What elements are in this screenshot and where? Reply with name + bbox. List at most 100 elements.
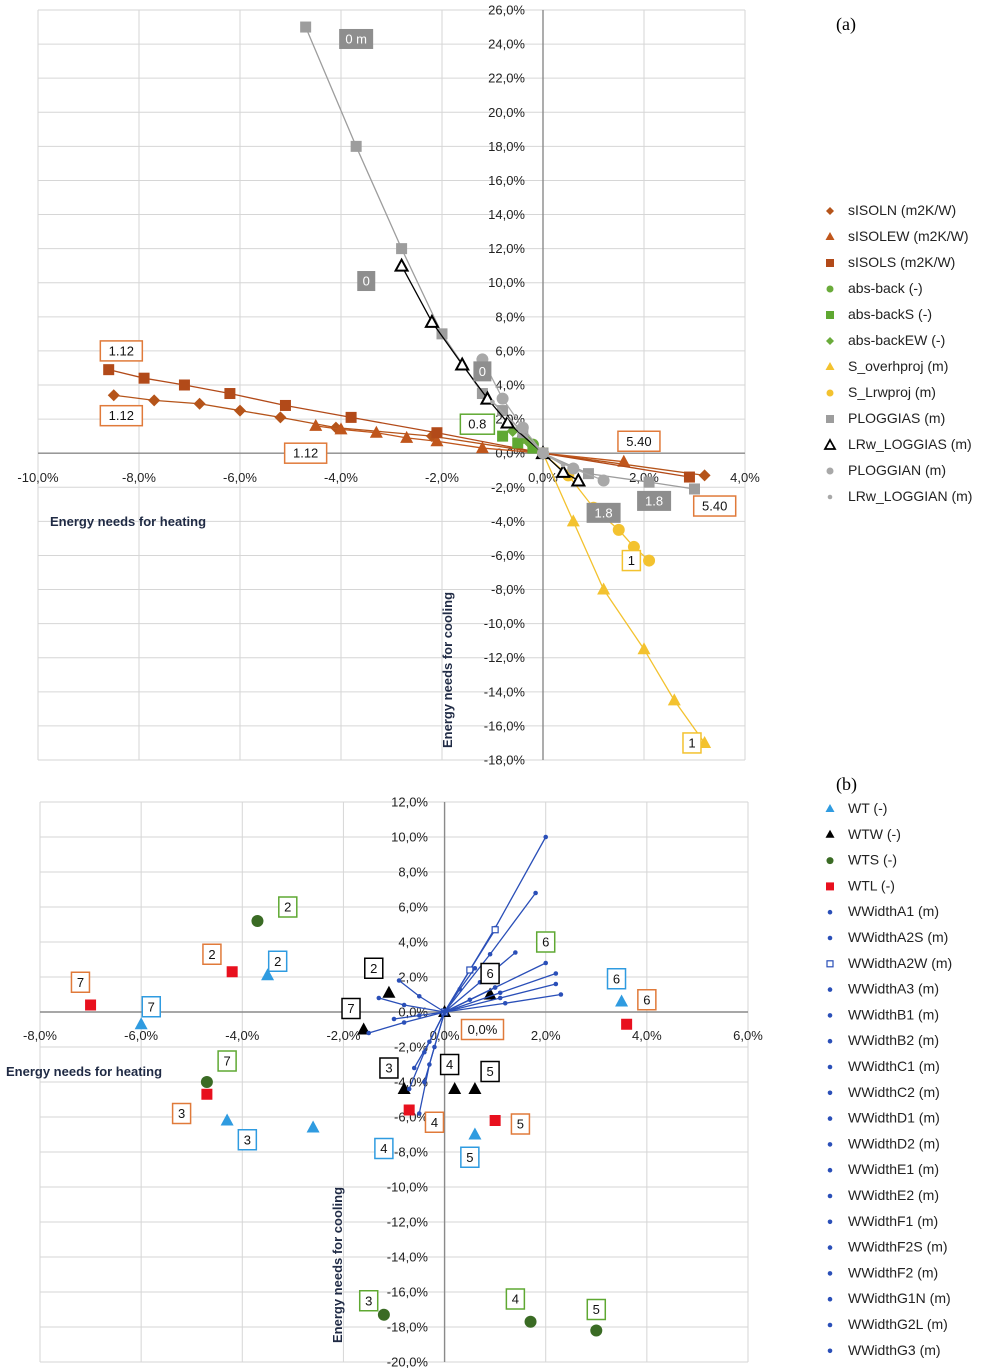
annotation-box: 0	[473, 361, 492, 382]
y-tick-label: -14,0%	[387, 1250, 429, 1265]
annotation-box: 0	[357, 271, 376, 292]
data-point	[424, 313, 440, 328]
legend-item: WWidthA1 (m)	[827, 903, 939, 919]
legend-item: PLOGGIAS (m)	[826, 410, 945, 426]
annotation-box: 5	[510, 1113, 531, 1135]
annotation-box: 6	[480, 962, 500, 985]
legend-item: WWidthG2L (m)	[827, 1316, 948, 1332]
series-wts	[200, 915, 603, 1337]
legend-marker	[827, 1219, 833, 1225]
legend-marker	[826, 311, 834, 319]
legend-label: abs-backEW (-)	[848, 332, 945, 348]
annotation-bg	[473, 361, 492, 382]
y-tick-label: -16,0%	[484, 718, 526, 733]
annotation-bg	[379, 1057, 399, 1079]
data-point	[134, 1017, 148, 1030]
legend-item: PLOGGIAN (m)	[826, 462, 946, 478]
annotation-text: 5	[486, 1064, 493, 1079]
data-point	[300, 21, 312, 33]
x-axis-label: Energy needs for heating	[6, 1064, 162, 1079]
annotation-box: 3	[358, 1290, 379, 1312]
legend-label: WTS (-)	[848, 852, 897, 868]
annotation-text: 1.12	[109, 408, 134, 423]
annotation-box: 4	[374, 1137, 394, 1160]
annotation-text: 1.8	[645, 493, 663, 508]
y-tick-label: -6,0%	[491, 548, 525, 563]
annotation-box: 7	[341, 997, 361, 1020]
annotation-text: 0	[479, 364, 486, 379]
data-point	[220, 1113, 234, 1126]
legend-item: WWidthC2 (m)	[827, 1084, 940, 1100]
annotation-text: 4	[380, 1141, 387, 1156]
annotation-box: 7	[141, 996, 162, 1018]
data-point	[457, 986, 463, 992]
legend-label: WWidthG2L (m)	[848, 1316, 948, 1332]
legend-label: PLOGGIAS (m)	[848, 410, 945, 426]
series-sisols-m2k-w	[103, 364, 695, 483]
annotation-text: 3	[365, 1293, 372, 1308]
annotation-box: 5.40	[692, 495, 737, 517]
y-tick-label: -8,0%	[394, 1145, 428, 1160]
x-tick-label: 4,0%	[730, 470, 760, 485]
data-point	[416, 1013, 422, 1018]
annotation-box: 1.8	[637, 490, 672, 511]
data-point	[431, 427, 443, 439]
annotation-text: 1	[628, 553, 635, 568]
y-tick-label: -12,0%	[387, 1215, 429, 1230]
data-point	[502, 1000, 508, 1006]
legend: WT (-) WTW (-) WTS (-) WTL (-) WWidthA1 (m) W…	[825, 800, 952, 1358]
data-point	[496, 392, 509, 405]
legend-marker	[826, 415, 834, 423]
legend-label: WWidthA1 (m)	[848, 903, 939, 919]
data-point	[403, 1104, 415, 1116]
data-point	[621, 1018, 633, 1030]
legend-marker	[826, 337, 834, 345]
x-tick-label: 0,0%	[528, 470, 558, 485]
legend-marker	[827, 1271, 833, 1276]
legend-item: WT (-)	[825, 800, 887, 816]
annotation-text: 4	[512, 1292, 519, 1307]
annotation-box: 2	[278, 896, 298, 918]
y-tick-label: 18,0%	[488, 139, 525, 154]
data-point	[422, 1049, 427, 1055]
y-tick-label: 16,0%	[488, 173, 525, 188]
legend-label: WTW (-)	[848, 826, 901, 842]
series-lrw-loggian-m	[490, 399, 566, 468]
legend-item: S_Lrwproj (m)	[826, 384, 936, 400]
annotation-bg	[358, 1290, 379, 1312]
y-tick-label: -4,0%	[491, 514, 525, 529]
y-tick-label: 4,0%	[495, 378, 525, 393]
legend-label: WWidthD2 (m)	[848, 1135, 940, 1151]
legend-marker	[827, 1296, 833, 1302]
annotation-text: 6	[643, 992, 650, 1007]
annotation-box: 1.8	[586, 502, 621, 523]
data-point	[406, 1086, 412, 1092]
y-tick-label: 8,0%	[398, 865, 428, 880]
annotation-text: 7	[347, 1001, 354, 1016]
data-point	[369, 425, 383, 438]
annotation-box: 5	[586, 1298, 607, 1321]
annotation-bg	[202, 943, 222, 965]
annotation-bg	[617, 430, 661, 452]
y-axis-label: Energy needs for cooling	[330, 1187, 345, 1343]
data-point	[555, 463, 571, 478]
annotation-text: 2	[284, 900, 291, 915]
data-point	[476, 388, 488, 400]
annotation-bg	[374, 1137, 394, 1160]
annotation-text: 5	[466, 1150, 473, 1165]
legend-marker	[827, 1013, 833, 1018]
annotation-text: 0	[363, 274, 370, 289]
legend-item: abs-back (-)	[826, 280, 923, 296]
y-tick-label: -14,0%	[484, 684, 526, 699]
data-point	[427, 1062, 432, 1067]
legend-label: WWidthG3 (m)	[848, 1342, 941, 1358]
data-point	[667, 693, 681, 706]
legend-marker	[826, 207, 834, 215]
annotation-text: 4	[431, 1115, 438, 1130]
data-point	[416, 1111, 422, 1116]
data-point	[527, 442, 539, 454]
annotation-text: 7	[77, 975, 84, 990]
legend-label: abs-backS (-)	[848, 306, 932, 322]
annotation-box: 6	[606, 968, 627, 990]
legend-item: WWidthF1 (m)	[827, 1213, 938, 1229]
